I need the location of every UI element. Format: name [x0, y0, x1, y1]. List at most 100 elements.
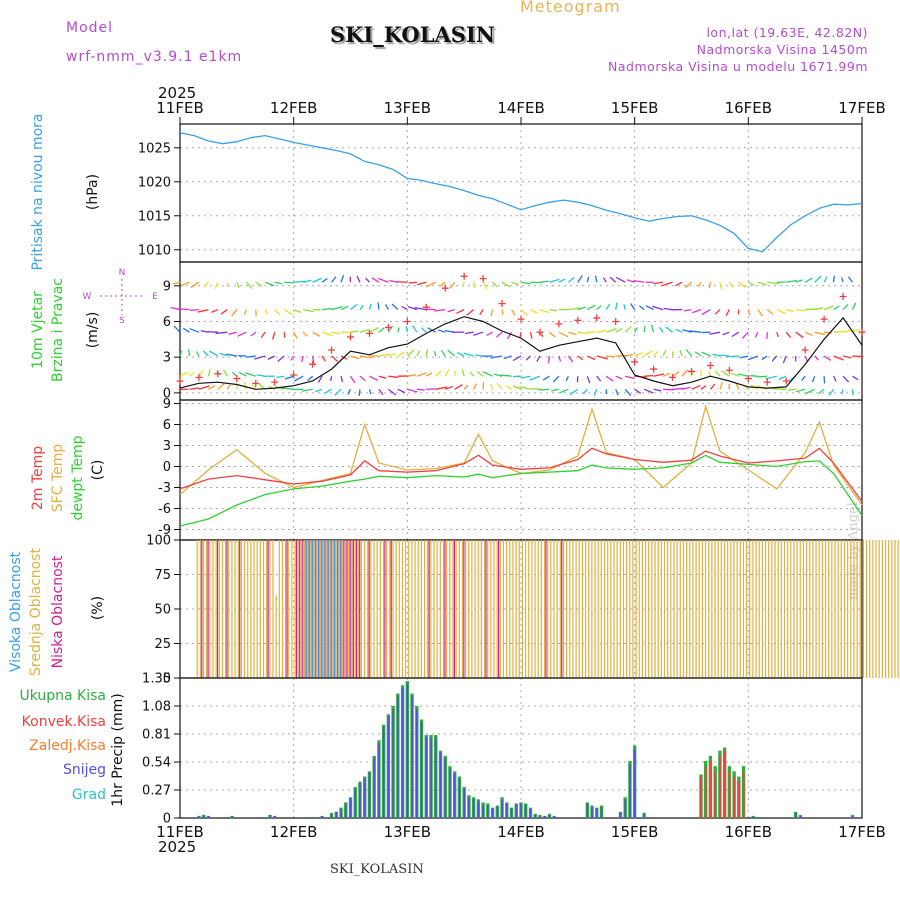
wind-arrow	[198, 308, 209, 313]
wind-arrow	[506, 385, 512, 390]
precip-snow-bar	[401, 687, 404, 818]
wind-arrow	[782, 355, 787, 364]
wind-arrow	[473, 383, 477, 390]
wind-gust-marker	[744, 375, 752, 383]
wind-arrow	[558, 331, 569, 338]
wind-arrow	[243, 309, 247, 316]
wind-arrow	[236, 281, 240, 289]
wind-arrow	[301, 355, 304, 363]
wind-arrow	[596, 329, 607, 333]
precip-snow-bar	[387, 716, 390, 818]
wind-arrow	[321, 331, 333, 337]
precip-frame	[179, 677, 863, 819]
wind-arrow	[486, 331, 493, 336]
precip-snow-bar	[463, 788, 465, 818]
compass-cross	[100, 279, 144, 315]
temperature-ytick-label: -9	[158, 523, 171, 538]
wind-arrow	[530, 387, 540, 390]
wind-arrow	[714, 370, 721, 377]
wind-arrow	[593, 389, 598, 396]
wind-arrow	[472, 282, 475, 289]
wind-arrow	[265, 281, 275, 287]
wind-arrow	[356, 275, 361, 283]
wind-arrow	[416, 281, 427, 286]
precip-conv-bar	[719, 755, 721, 818]
wind-arrow	[321, 355, 326, 362]
wind-arrow	[765, 375, 777, 380]
precip-snow-bar	[349, 798, 352, 818]
wind-arrow	[605, 375, 614, 382]
wind-arrow	[549, 308, 558, 312]
wind-arrow	[314, 388, 323, 393]
wind-arrow	[407, 305, 418, 311]
wind-arrow	[650, 324, 655, 333]
wind-arrow	[602, 277, 607, 283]
wind-arrow	[536, 355, 541, 362]
wind-arrow	[842, 329, 855, 333]
wind-arrow	[771, 355, 778, 362]
wind-arrow	[330, 376, 333, 382]
wind-arrow	[405, 326, 408, 333]
wind-gust-marker	[460, 272, 468, 280]
wind-gust-marker	[479, 275, 487, 283]
wind-arrow	[615, 276, 626, 283]
precip-snow-bar	[757, 816, 759, 818]
wind-arrow	[851, 389, 854, 396]
wind-arrow	[735, 382, 740, 390]
precip-ytick-label: 0.27	[142, 784, 171, 799]
wind-arrow	[767, 281, 780, 285]
precip-snow-bar	[468, 797, 470, 818]
wind-arrow	[493, 373, 503, 377]
wind-arrow	[180, 281, 190, 287]
wind-arrow	[625, 353, 633, 357]
wind-arrow	[434, 308, 446, 312]
wind-arrow	[685, 349, 693, 357]
wind-arrow	[440, 350, 446, 357]
wind-gust-marker	[801, 346, 809, 354]
cloud-ylabel-low: Niska Oblacnost	[50, 555, 66, 668]
wind-arrow	[675, 281, 683, 287]
wind-arrow	[832, 375, 837, 382]
precip-snow-bar	[321, 815, 323, 818]
precip-snow-bar	[425, 737, 428, 818]
wind-arrow	[293, 280, 306, 283]
wind-arrow	[312, 277, 322, 283]
wind-arrow	[214, 281, 219, 289]
wind-arrow	[633, 279, 645, 283]
wind-arrow	[847, 276, 854, 283]
wind-arrow	[189, 371, 195, 377]
wind-arrow	[490, 309, 494, 317]
wind-arrow	[567, 276, 575, 283]
precip-conv-bar	[714, 771, 717, 818]
cloud-ylabel-high: Visoka Oblacnost	[8, 551, 24, 672]
wind-arrow	[454, 370, 456, 377]
wind-arrow	[634, 352, 644, 357]
wind-gust-marker	[839, 293, 847, 300]
wind-arrow	[378, 388, 384, 396]
wind-arrow	[644, 374, 654, 377]
wind-arrow	[228, 331, 238, 336]
x-tick-label-top: 15FEB	[611, 99, 658, 117]
wind-arrow	[250, 331, 257, 337]
wind-arrow	[519, 332, 522, 338]
precip-snow-bar	[553, 815, 555, 818]
wind-arrow	[503, 355, 512, 360]
x-tick-label-top: 16FEB	[725, 99, 772, 117]
wind-arrow	[801, 375, 806, 381]
wind-arrow	[747, 309, 751, 316]
wind-arrow	[661, 281, 673, 287]
wind-arrow	[302, 331, 308, 337]
wind-arrow	[787, 388, 796, 391]
compass-west: W	[83, 292, 92, 302]
wind-gust-marker	[612, 317, 620, 325]
wind-arrow	[506, 331, 513, 340]
meteogram-label: Meteogram	[520, 0, 621, 16]
wind-arrow	[290, 355, 295, 361]
wind-arrow	[725, 309, 730, 317]
precip-ylabel: 1hr Precip (mm)	[110, 693, 126, 806]
precip-snow-bar	[207, 815, 210, 818]
wind-arrow	[841, 277, 844, 283]
temp-ylabel-sfc: SFC Temp	[50, 444, 66, 513]
wind-arrow	[625, 375, 635, 380]
wind-arrow	[692, 308, 702, 314]
